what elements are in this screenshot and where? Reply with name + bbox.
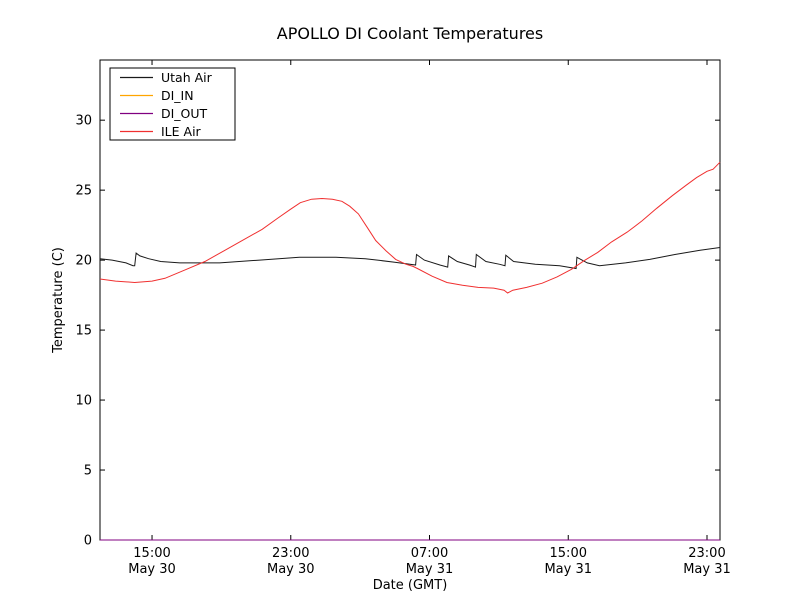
y-tick-label: 5 [84,464,92,479]
legend-label: ILE Air [161,124,202,139]
x-tick-time-label: 23:00 [272,546,309,561]
y-tick-label: 25 [75,184,92,199]
y-tick-label: 20 [75,254,92,269]
x-tick-date-label: May 31 [406,562,454,577]
x-tick-date-label: May 30 [128,562,176,577]
y-tick-label: 10 [75,394,92,409]
legend-box [109,67,236,141]
y-axis-label: Temperature (C) [51,247,66,354]
x-tick-date-label: May 30 [267,562,315,577]
legend-label: DI_IN [161,88,194,103]
x-axis-label: Date (GMT) [373,578,448,593]
series-line-utah-air [99,247,721,270]
x-tick-date-label: May 31 [544,562,592,577]
x-tick-time-label: 15:00 [133,546,170,561]
y-tick-label: 30 [75,114,92,129]
x-tick-date-label: May 31 [683,562,731,577]
legend-label: Utah Air [161,70,213,85]
x-tick-time-label: 15:00 [550,546,587,561]
y-tick-label: 0 [84,534,92,549]
x-tick-time-label: 23:00 [688,546,725,561]
legend-label: DI_OUT [161,106,208,121]
chart-title: APOLLO DI Coolant Temperatures [277,24,543,43]
x-tick-time-label: 07:00 [411,546,448,561]
y-tick-label: 15 [75,324,92,339]
series-line-ile-air [99,161,721,294]
